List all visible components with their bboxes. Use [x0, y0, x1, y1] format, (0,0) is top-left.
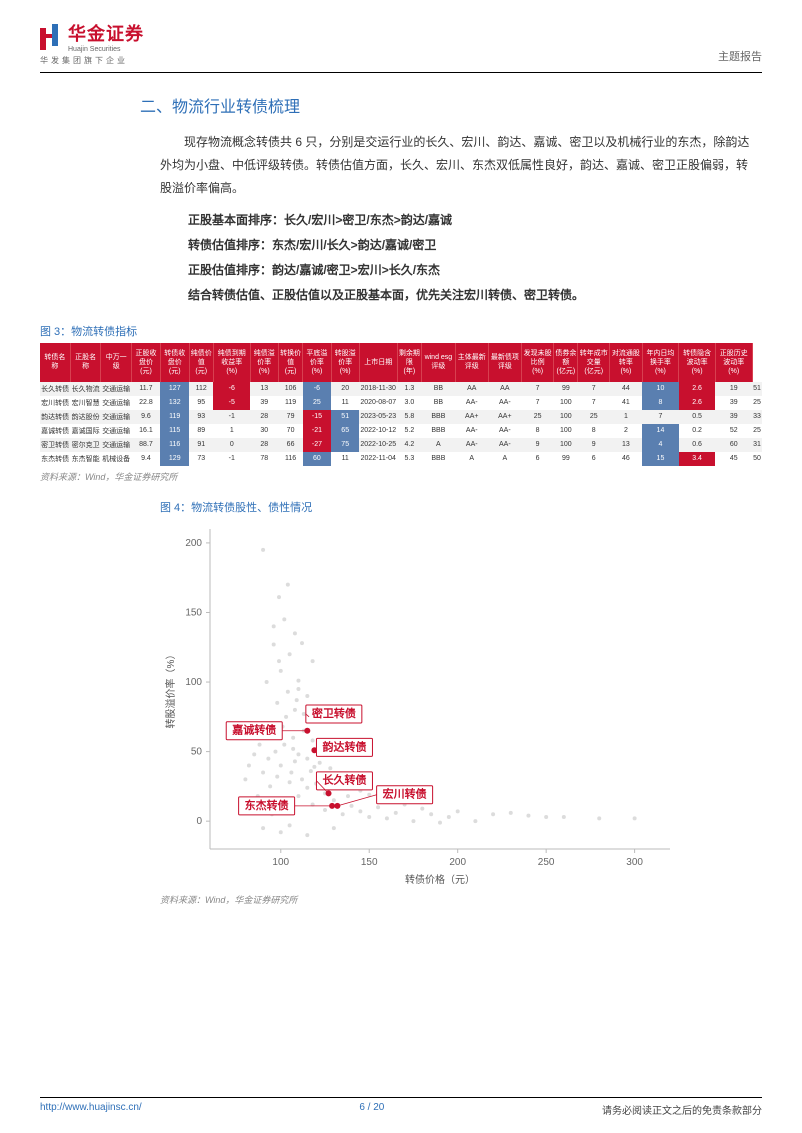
- table-header: 纯债价值(元): [189, 343, 213, 382]
- svg-text:150: 150: [361, 857, 378, 868]
- rank-stock-valuation: 正股估值排序：韵达/嘉诚/密卫>宏川>长久/东杰: [188, 259, 752, 282]
- table-header: wind esg评级: [422, 343, 456, 382]
- intro-paragraph: 现存物流概念转债共 6 只，分别是交运行业的长久、宏川、韵达、嘉诚、密卫以及机械…: [160, 131, 752, 199]
- logo-icon: [40, 24, 62, 50]
- svg-text:0: 0: [196, 816, 202, 827]
- table-header: 转股溢价率(%): [331, 343, 359, 382]
- svg-text:嘉诚转债: 嘉诚转债: [231, 723, 276, 737]
- table-header: 正股历史波动率(%): [715, 343, 752, 382]
- svg-text:100: 100: [272, 857, 289, 868]
- table-header: 债券余额(亿元): [554, 343, 578, 382]
- fig4-title: 图 4：物流转债股性、债性情况: [160, 499, 720, 515]
- svg-text:密卫转债: 密卫转债: [312, 706, 356, 720]
- fig3-title: 图 3：物流转债指标: [40, 323, 762, 339]
- fig4-source: 资料来源：Wind，华金证券研究所: [160, 893, 720, 906]
- rank-conclusion: 结合转债估值、正股估值以及正股基本面，优先关注宏川转债、密卫转债。: [188, 284, 752, 307]
- svg-text:东杰转债: 东杰转债: [245, 798, 289, 812]
- svg-text:150: 150: [185, 607, 202, 618]
- svg-text:长久转债: 长久转债: [322, 773, 366, 787]
- table-header: 平底溢价率(%): [303, 343, 331, 382]
- logo-subtitle: 华发集团旗下企业: [40, 55, 144, 66]
- table-row: 长久转债长久物流交通运输11.7127112-613106-6202018-11…: [40, 382, 762, 396]
- table-row: 宏川转债宏川智慧交通运输22.813295-53911925112020-08-…: [40, 396, 762, 410]
- table-header: 上市日期: [359, 343, 397, 382]
- table-header: 转债名称: [40, 343, 70, 382]
- svg-text:转债价格（元）: 转债价格（元）: [405, 873, 475, 886]
- svg-text:转股溢价率（%）: 转股溢价率（%）: [164, 649, 177, 728]
- logo-en: Huajin Securities: [68, 46, 144, 53]
- table-header: 发现未股比例(%): [521, 343, 553, 382]
- table-header: 纯债到期收益率(%): [213, 343, 250, 382]
- rank-fundamentals: 正股基本面排序：长久/宏川>密卫/东杰>韵达/嘉诚: [188, 209, 752, 232]
- svg-text:韵达转债: 韵达转债: [322, 739, 366, 753]
- table-header: 对流通股转率(%): [610, 343, 642, 382]
- table-header: 转债收盘价(元): [160, 343, 189, 382]
- svg-text:200: 200: [449, 857, 466, 868]
- table-row: 韵达转债韵达股份交通运输9.611993-12879-15512023-05-2…: [40, 410, 762, 424]
- table-header: 剩余期限(年): [397, 343, 421, 382]
- footer-disclaimer: 请务必阅读正文之后的免责条款部分: [602, 1102, 762, 1117]
- table-header: 转年成市交量(亿元): [578, 343, 610, 382]
- table-header: 纯债溢价率(%): [250, 343, 278, 382]
- section-title: 二、物流行业转债梳理: [140, 93, 762, 117]
- table-header: 正股收盘价(元): [131, 343, 160, 382]
- page-footer: http://www.huajinsc.cn/ 6 / 20 请务必阅读正文之后…: [40, 1097, 762, 1117]
- svg-text:300: 300: [626, 857, 643, 868]
- fig3-source: 资料来源：Wind，华金证券研究所: [40, 470, 762, 483]
- svg-text:250: 250: [538, 857, 555, 868]
- table-row: 密卫转债密尔克卫交通运输88.71169102866-27752022-10-2…: [40, 438, 762, 452]
- svg-text:200: 200: [185, 538, 202, 549]
- page-header: 华金证券 Huajin Securities 华发集团旗下企业 主题报告: [40, 20, 762, 73]
- table-header: 转债隐含波动率(%): [679, 343, 716, 382]
- logo-block: 华金证券 Huajin Securities 华发集团旗下企业: [40, 20, 144, 66]
- fig3-table: 转债名称正股名称中万一级正股收盘价(元)转债收盘价(元)纯债价值(元)纯债到期收…: [40, 343, 762, 466]
- svg-text:100: 100: [185, 677, 202, 688]
- svg-text:宏川转债: 宏川转债: [383, 787, 427, 801]
- table-header: 中万一级: [101, 343, 132, 382]
- report-type: 主题报告: [718, 48, 762, 64]
- table-header: 年内日均换手率(%): [642, 343, 679, 382]
- table-header: 转换价值(元): [278, 343, 302, 382]
- logo-cn: 华金证券: [68, 20, 144, 46]
- table-row: 东杰转债东杰智能机械设备9.412973-17811660112022-11-0…: [40, 452, 762, 466]
- table-header: 最新债项评级: [488, 343, 521, 382]
- table-row: 嘉诚转债嘉诚国际交通运输16.11158913070-21652022-10-1…: [40, 424, 762, 438]
- table-header: 正股名称: [70, 343, 101, 382]
- svg-text:50: 50: [191, 746, 203, 757]
- rank-cb-valuation: 转债估值排序：东杰/宏川/长久>韵达/嘉诚/密卫: [188, 234, 752, 257]
- footer-url[interactable]: http://www.huajinsc.cn/: [40, 1102, 142, 1117]
- fig4-chart: 100 150 200 250 300 0 50 100 150 200 转债价格（元） 转股溢价率（…: [160, 519, 680, 889]
- table-header: 主体最新评级: [455, 343, 488, 382]
- footer-page-num: 6 / 20: [359, 1102, 384, 1117]
